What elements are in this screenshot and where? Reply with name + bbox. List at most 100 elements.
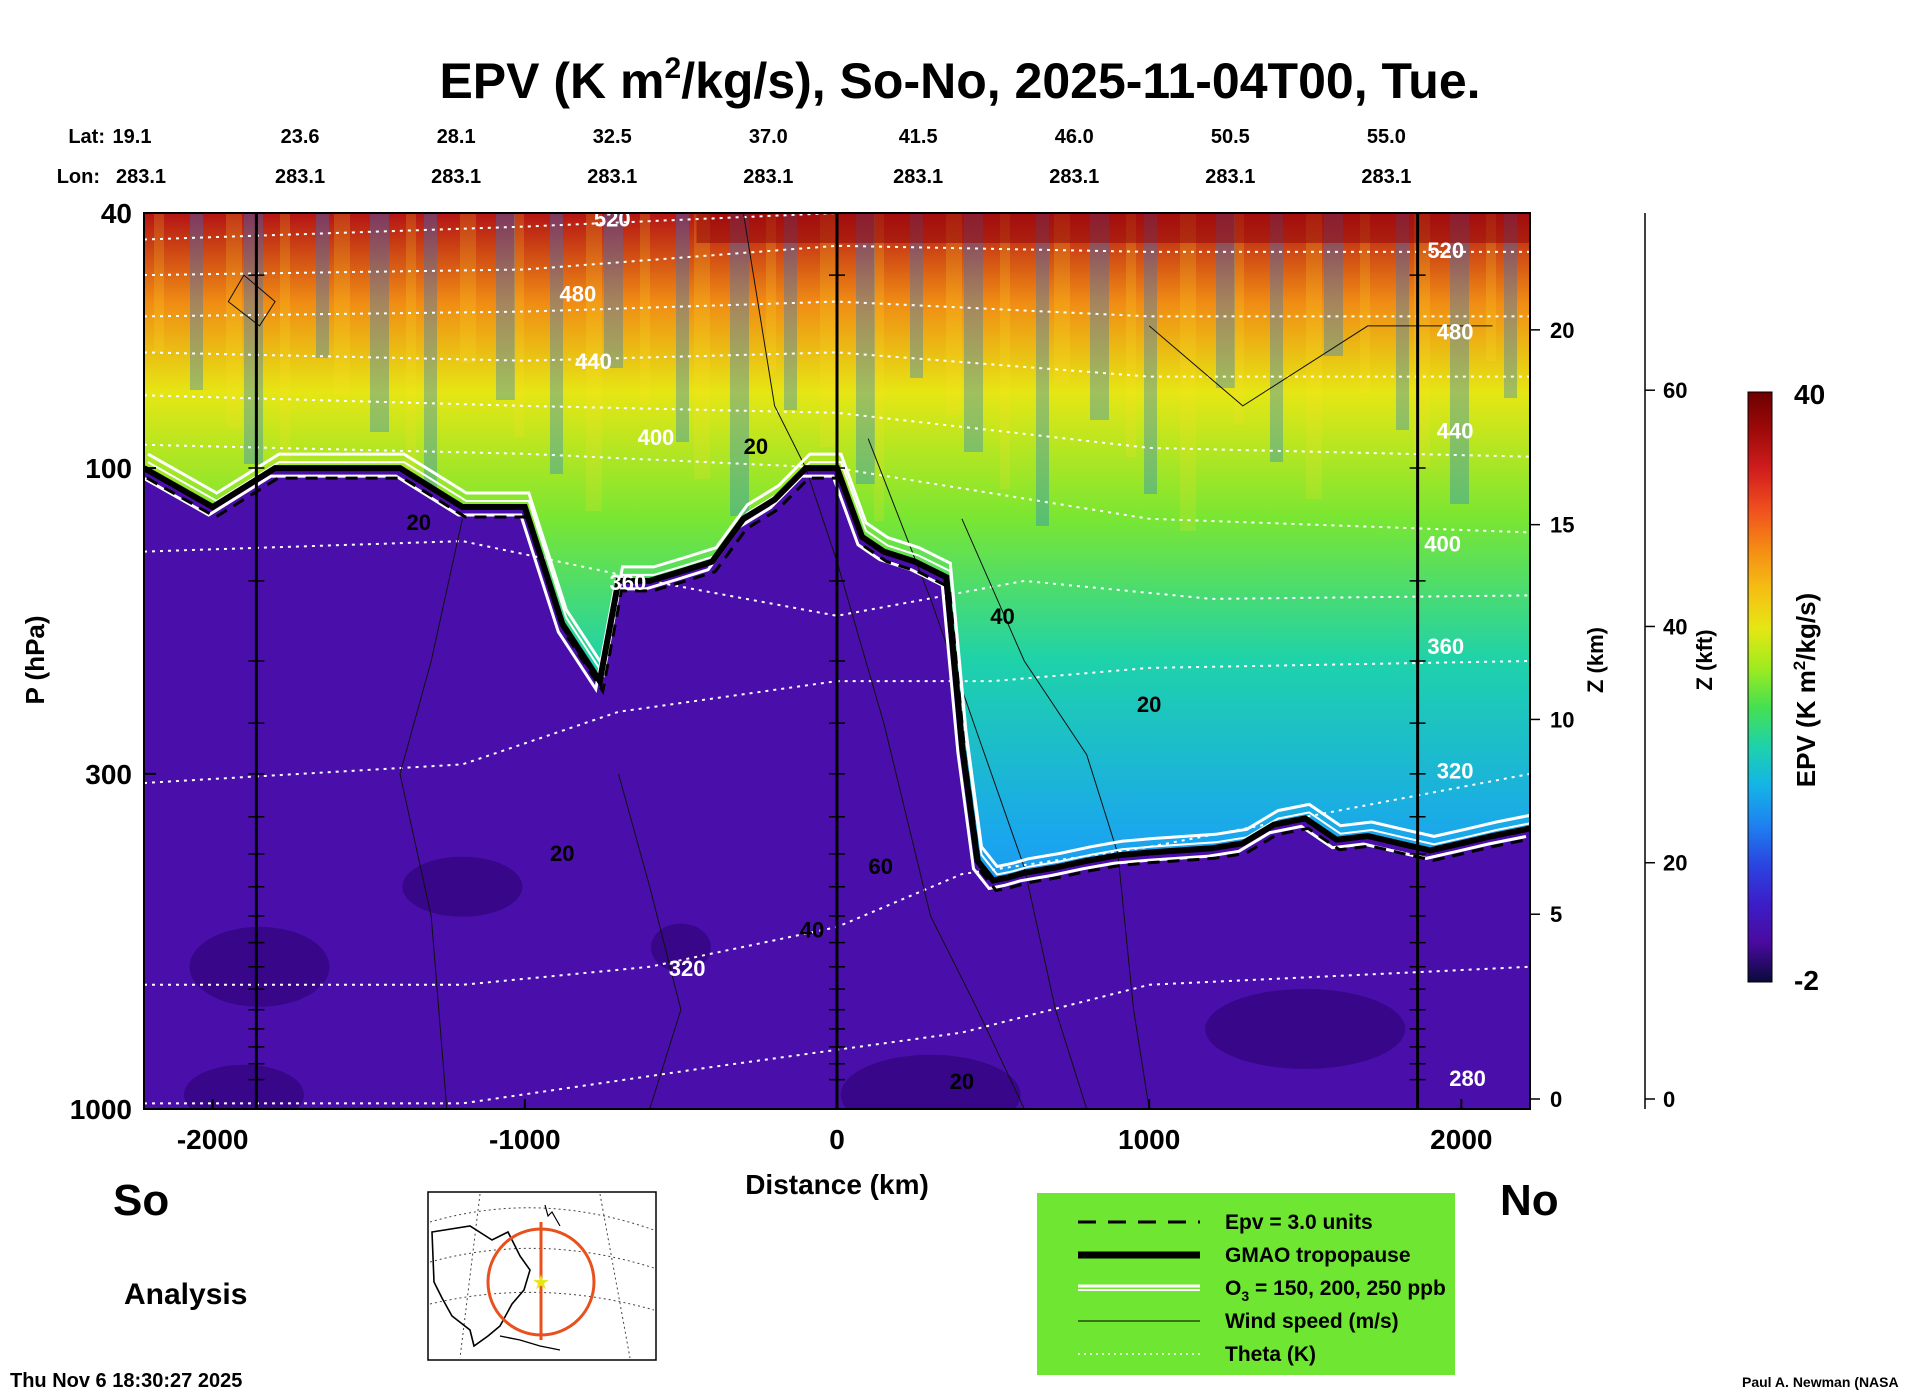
epv-streak [784, 213, 797, 410]
z-km-tick-label: 20 [1550, 318, 1574, 343]
direction-south-label: So [113, 1176, 169, 1225]
epv-streak [514, 213, 524, 437]
inset-map-caribbean [499, 1335, 561, 1351]
epv-streak [766, 213, 776, 373]
epv-streak [280, 213, 290, 501]
theta-label: 400 [1424, 532, 1461, 557]
wind-speed-label: 20 [950, 1069, 974, 1094]
epv-streak [1144, 213, 1157, 494]
theta-label: 280 [1449, 1066, 1486, 1091]
theta-label: 320 [1437, 758, 1474, 783]
z-kft-axis-title: Z (kft) [1692, 629, 1717, 690]
legend-label: Wind speed (m/s) [1225, 1310, 1399, 1333]
legend: Epv = 3.0 units GMAO tropopause O3 = 150, … [1037, 1193, 1455, 1375]
legend-label-part: = 150, 200, 250 ppb [1249, 1277, 1446, 1300]
z-kft-tick-label: 20 [1663, 851, 1687, 876]
epv-streak [1270, 213, 1283, 462]
lat-value: 46.0 [1055, 126, 1094, 148]
z-km-tick-label: 10 [1550, 707, 1574, 732]
legend-label: GMAO tropopause [1225, 1244, 1411, 1267]
legend-label-part: Theta (K) [1225, 1343, 1316, 1366]
epv-streak [154, 213, 164, 353]
chart-title-part-2: /kg/s), So-No, 2025-11-04T00, Tue. [681, 53, 1480, 109]
wind-speed-label: 40 [800, 917, 824, 942]
legend-label-part: O [1225, 1277, 1241, 1300]
legend-label-part: Epv = 3.0 units [1225, 1211, 1373, 1234]
colorbar-title: EPV (K m2/kg/s) [1790, 593, 1821, 787]
z-kft-tick-label: 0 [1663, 1087, 1675, 1112]
lat-value: 55.0 [1367, 126, 1406, 148]
epv-streak [244, 213, 263, 464]
epv-streak [1324, 213, 1343, 356]
wind-speed-label: 20 [406, 510, 430, 535]
x-tick-label: -1000 [489, 1124, 561, 1155]
epv-streak [1054, 213, 1070, 383]
wind-speed-label: 40 [990, 604, 1014, 629]
epv-streak [1306, 213, 1322, 499]
lat-value: 28.1 [437, 126, 476, 148]
x-tick-label: -2000 [177, 1124, 249, 1155]
z-km-axis-title: Z (km) [1583, 627, 1608, 693]
epv-streak [1036, 213, 1049, 526]
epv-streak [1216, 213, 1235, 388]
lon-value: 283.1 [893, 166, 943, 188]
lon-value: 283.1 [1049, 166, 1099, 188]
theta-label: 520 [594, 207, 631, 232]
epv-streak [1360, 213, 1370, 393]
wind-speed-contour [227, 274, 276, 327]
colorbar-max-label: 40 [1794, 379, 1825, 410]
epv-streak [730, 213, 749, 516]
lon-value: 283.1 [1361, 166, 1411, 188]
lat-value: 19.1 [113, 126, 152, 148]
theta-contour [144, 213, 1530, 241]
lat-header-label: Lat: [68, 126, 105, 148]
epv-dark-patch [1205, 988, 1406, 1069]
lat-value: 37.0 [749, 126, 788, 148]
epv-streak [1486, 213, 1496, 361]
x-tick-label: 2000 [1430, 1124, 1492, 1155]
wind-speed-contour [742, 213, 1025, 1109]
x-tick-label: 1000 [1118, 1124, 1180, 1155]
epv-streak [1396, 213, 1409, 430]
wind-speed-label: 60 [868, 854, 892, 879]
inset-map: ★ [427, 1191, 657, 1361]
epv-streak [820, 213, 836, 447]
legend-background [1037, 1193, 1455, 1375]
epv-top-band [696, 213, 1530, 243]
epv-streak [370, 213, 389, 432]
theta-label: 440 [1437, 419, 1474, 444]
legend-label: O3 = 150, 200, 250 ppb [1225, 1277, 1446, 1304]
analysis-label: Analysis [124, 1278, 247, 1311]
epv-streak [496, 213, 515, 400]
lon-value: 283.1 [431, 166, 481, 188]
wind-speed-contour [618, 773, 682, 1109]
y-tick-label: 1000 [70, 1094, 132, 1125]
wind-speed-contour [961, 518, 1150, 1109]
epv-dark-patch [183, 1064, 304, 1109]
plot-area: 520 480 440 400 360 320 520 480 440 400 360 320 280 2… [144, 207, 1530, 1109]
lat-value: 23.6 [281, 126, 320, 148]
theta-label: 440 [575, 349, 612, 374]
legend-label: Theta (K) [1225, 1343, 1316, 1366]
epv-streak [460, 213, 476, 363]
lat-value: 32.5 [593, 126, 632, 148]
chart-title-part-1: EPV (K m [439, 53, 664, 109]
epv-streak [1000, 213, 1010, 489]
chart-title-superscript: 2 [665, 52, 682, 85]
theta-contour [144, 443, 1530, 534]
theta-label: 320 [669, 956, 706, 981]
y-axis-title: P (hPa) [20, 615, 50, 704]
theta-label: 480 [1437, 319, 1474, 344]
z-km-tick-label: 5 [1550, 902, 1562, 927]
timestamp: Thu Nov 6 18:30:27 2025 [10, 1370, 242, 1392]
x-tick-label: 0 [829, 1124, 845, 1155]
epv-dark-patch [840, 1054, 1021, 1109]
lat-value: 50.5 [1211, 126, 1250, 148]
wind-speed-contour [1148, 325, 1493, 407]
inset-map-center-star: ★ [532, 1272, 550, 1294]
z-kft-tick-label: 40 [1663, 614, 1687, 639]
direction-north-label: No [1500, 1176, 1559, 1225]
lon-value: 283.1 [743, 166, 793, 188]
y-tick-label: 40 [101, 198, 132, 229]
